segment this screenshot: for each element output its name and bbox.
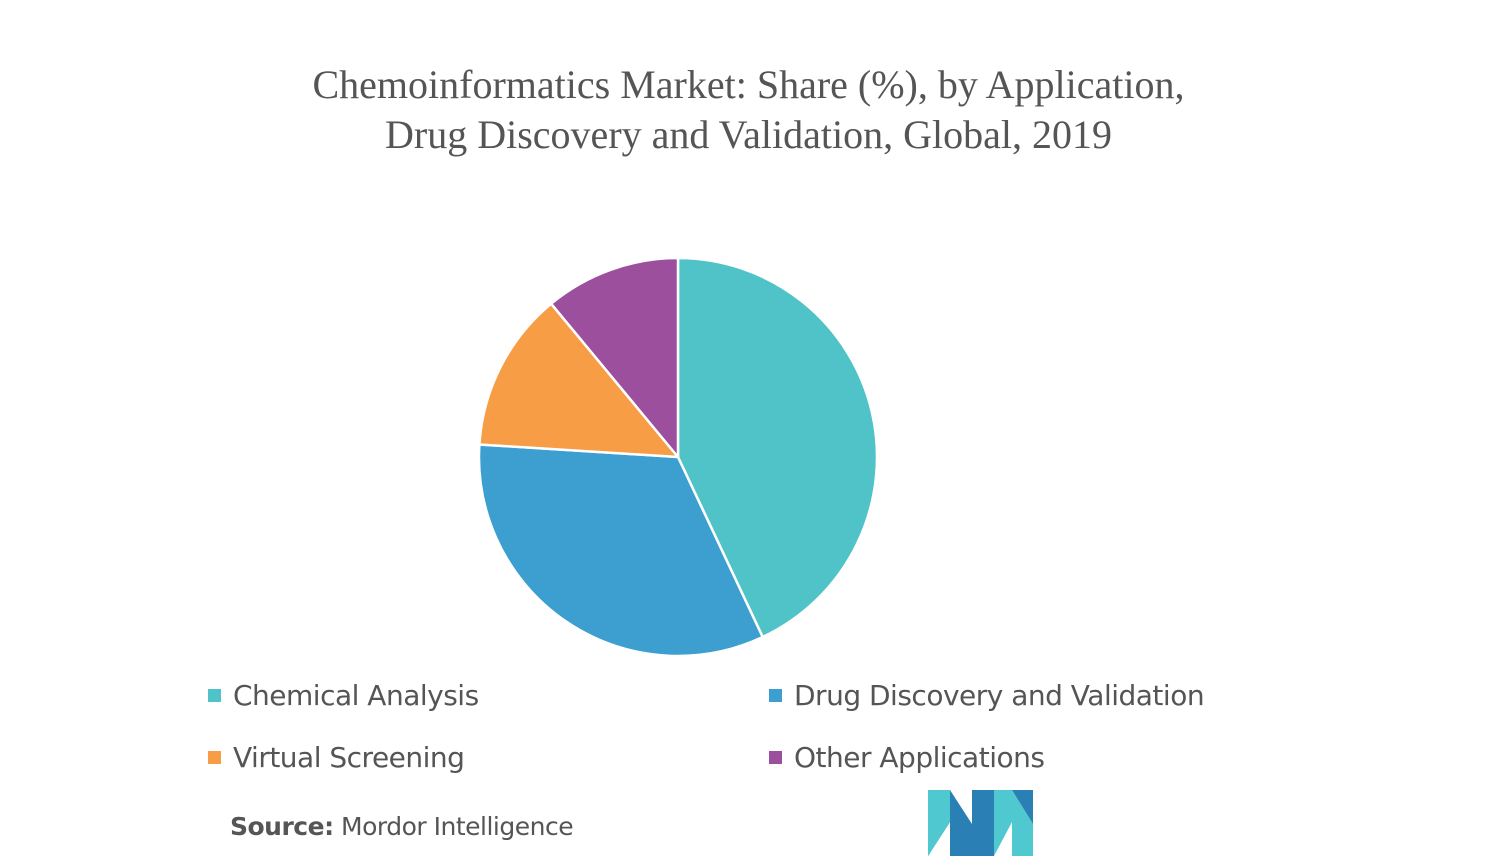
logo-shape-right: [994, 790, 1033, 856]
legend-label: Virtual Screening: [233, 740, 465, 774]
chart-title-line-2: Drug Discovery and Validation, Global, 2…: [385, 112, 1112, 157]
pie-slice-other-applications: [549, 256, 680, 459]
legend-swatch: [769, 688, 782, 702]
legend-swatch: [208, 688, 221, 702]
logo-shape-right-bar: [1012, 790, 1033, 824]
pie-slice-chemical-analysis: [676, 256, 878, 639]
legend-label: Other Applications: [794, 740, 1045, 774]
legend-item-drug-discovery: Drug Discovery and Validation: [769, 675, 1205, 715]
logo-shape-middle: [972, 790, 994, 856]
chart-title-line-1: Chemoinformatics Market: Share (%), by A…: [312, 62, 1185, 107]
source-prefix: Source:: [230, 812, 334, 841]
source-note: Source: Mordor Intelligence: [230, 812, 574, 841]
logo-shape-left-top: [928, 790, 950, 856]
chart-title: Chemoinformatics Market: Share (%), by A…: [0, 60, 1497, 160]
source-text: Mordor Intelligence: [333, 812, 574, 841]
legend-swatch: [208, 750, 221, 764]
legend-item-chemical-analysis: Chemical Analysis: [208, 675, 479, 715]
legend-item-other-applications: Other Applications: [769, 737, 1045, 777]
legend-label: Chemical Analysis: [233, 678, 479, 712]
mordor-intelligence-logo: [928, 790, 1033, 856]
legend-swatch: [769, 750, 782, 764]
pie-slice-virtual-screening: [478, 302, 680, 459]
legend-item-virtual-screening: Virtual Screening: [208, 737, 465, 777]
legend-label: Drug Discovery and Validation: [794, 678, 1205, 712]
pie-chart: [478, 256, 878, 658]
pie-slice-drug-discovery-and-validation: [478, 443, 764, 658]
